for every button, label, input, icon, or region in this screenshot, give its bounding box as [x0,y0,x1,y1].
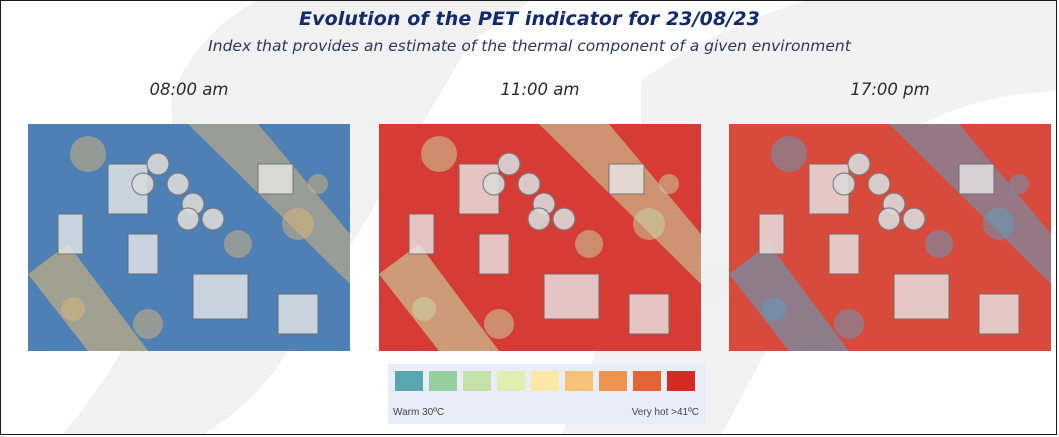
building [758,213,785,255]
pet-map-evening [729,124,1051,351]
building [958,163,995,195]
tank [867,172,891,196]
legend-swatch [463,371,491,391]
heat-patch [1009,174,1029,194]
building [608,163,645,195]
heat-patch [412,297,436,321]
field-area [28,244,148,351]
legend-swatch [395,371,423,391]
heat-patch [633,208,665,240]
building [257,163,294,195]
color-legend: Warm 30ºC Very hot >41ºC [388,364,706,424]
building [192,273,249,320]
tank [847,152,871,176]
heat-patch [282,208,314,240]
road-band [539,124,701,284]
chart-title: Evolution of the PET indicator for 23/08… [299,8,760,30]
building [893,273,950,320]
heat-patch [61,297,85,321]
tank [552,207,576,231]
pet-map-morning [28,124,350,351]
tank [166,172,190,196]
road-band [188,124,350,284]
tank [482,172,506,196]
heat-patch [421,136,457,172]
tank [176,207,200,231]
legend-swatch [667,371,695,391]
heat-patch [70,136,106,172]
heat-patch [983,208,1015,240]
heat-patch [133,309,163,339]
pet-map-midday [379,124,701,351]
tank [832,172,856,196]
legend-swatch [599,371,627,391]
heat-patch [925,230,953,258]
building [628,293,670,335]
legend-swatch [633,371,661,391]
heat-patch [771,136,807,172]
building [57,213,84,255]
heat-patch [308,174,328,194]
legend-swatch [429,371,457,391]
building [277,293,319,335]
building [127,233,159,275]
heat-patch [659,174,679,194]
legend-swatch [565,371,593,391]
building [828,233,860,275]
heat-patch [762,297,786,321]
heat-patch [834,309,864,339]
tank [201,207,225,231]
tank [146,152,170,176]
tank [517,172,541,196]
building [478,233,510,275]
building [408,213,435,255]
chart-subtitle: Index that provides an estimate of the t… [208,37,851,55]
tank [527,207,551,231]
field-area [379,244,499,351]
building [543,273,600,320]
tank [902,207,926,231]
legend-swatch [497,371,525,391]
legend-low-label: Warm 30ºC [393,407,445,418]
heat-patch [224,230,252,258]
road-band [889,124,1051,284]
legend-swatch [531,371,559,391]
panel-time-midday: 11:00 am [500,80,580,99]
building [978,293,1020,335]
legend-swatches [395,371,701,391]
tank [497,152,521,176]
field-area [729,244,849,351]
tank [131,172,155,196]
panel-time-morning: 08:00 am [149,80,229,99]
tank [877,207,901,231]
heat-patch [484,309,514,339]
legend-high-label: Very hot >41ºC [631,407,699,418]
panel-time-evening: 17:00 pm [850,80,930,99]
heat-patch [575,230,603,258]
